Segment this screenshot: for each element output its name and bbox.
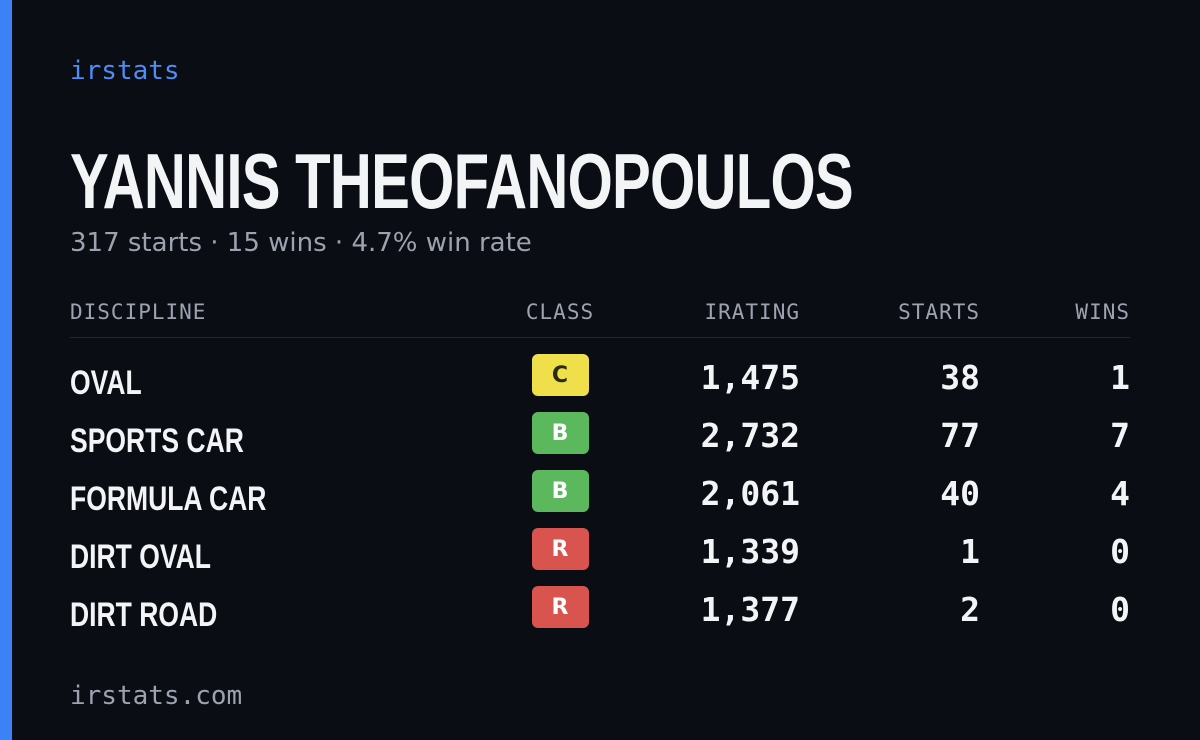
class-badge: R xyxy=(531,528,589,570)
starts: 1 xyxy=(960,532,980,571)
column-header: CLASS xyxy=(525,300,595,324)
driver-summary: 317 starts · 15 wins · 4.7% win rate xyxy=(70,228,532,258)
class-badge: B xyxy=(531,412,589,454)
driver-name: YANNIS THEOFANOPOULOS xyxy=(70,137,854,225)
class-badge: R xyxy=(531,586,589,628)
wins: 7 xyxy=(1110,416,1130,455)
wins: 0 xyxy=(1110,590,1130,629)
starts: 77 xyxy=(940,416,980,455)
starts: 2 xyxy=(960,590,980,629)
column-header: DISCIPLINE xyxy=(70,300,207,324)
brand: irstats xyxy=(70,56,180,86)
wins: 4 xyxy=(1110,474,1130,513)
irating: 1,475 xyxy=(700,358,800,397)
irating: 1,339 xyxy=(700,532,800,571)
irating: 1,377 xyxy=(700,590,800,629)
column-header: STARTS xyxy=(898,300,980,324)
discipline: DIRT OVAL xyxy=(70,538,211,576)
footer: irstats.com xyxy=(70,681,243,711)
wins: 1 xyxy=(1110,358,1130,397)
starts: 40 xyxy=(940,474,980,513)
starts: 38 xyxy=(940,358,980,397)
column-header: IRATING xyxy=(704,300,800,324)
irating: 2,061 xyxy=(700,474,800,513)
class-badge: B xyxy=(531,470,589,512)
accent-bar xyxy=(0,0,12,740)
column-header: WINS xyxy=(1075,300,1130,324)
discipline: OVAL xyxy=(70,364,142,402)
header-rule xyxy=(70,337,1130,338)
irating: 2,732 xyxy=(700,416,800,455)
discipline: FORMULA CAR xyxy=(70,480,267,518)
wins: 0 xyxy=(1110,532,1130,571)
discipline: DIRT ROAD xyxy=(70,596,218,634)
discipline: SPORTS CAR xyxy=(70,422,244,460)
class-badge: C xyxy=(531,354,589,396)
